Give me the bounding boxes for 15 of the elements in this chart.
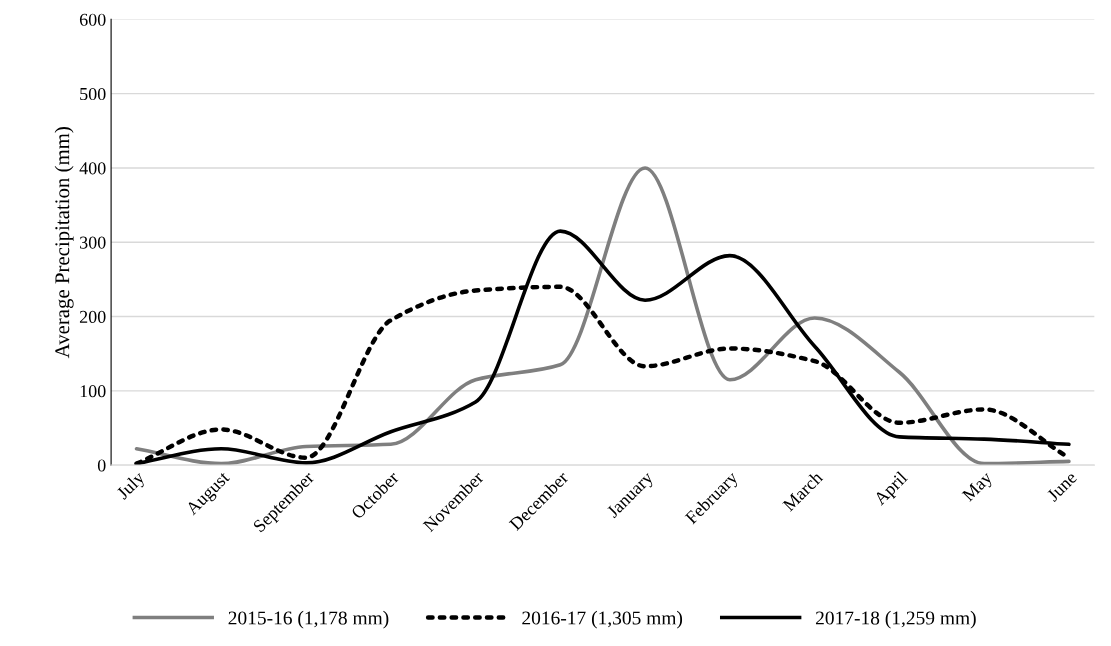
legend-label: 2015-16 (1,178 mm) [228,610,389,629]
y-tick-label: 300 [80,236,106,249]
x-tick-label: May [961,470,996,505]
line-series [134,166,1071,466]
y-tick-label: 500 [80,87,106,101]
y-tick-label: 200 [79,310,106,323]
y-tick-label: 0 [97,459,106,472]
x-tick-label: June [1046,470,1078,503]
x-tick-label: July [115,470,149,503]
y-tick-label: 400 [79,162,106,175]
y-tick-label: 600 [79,13,106,26]
legend-label: 2017-18 (1,259 mm) [815,610,976,629]
legend-label: 2016-17 (1,305 mm) [522,610,683,629]
y-axis-title: Average Precipitation (mm) [54,127,74,359]
y-tick-label: 100 [80,385,106,398]
